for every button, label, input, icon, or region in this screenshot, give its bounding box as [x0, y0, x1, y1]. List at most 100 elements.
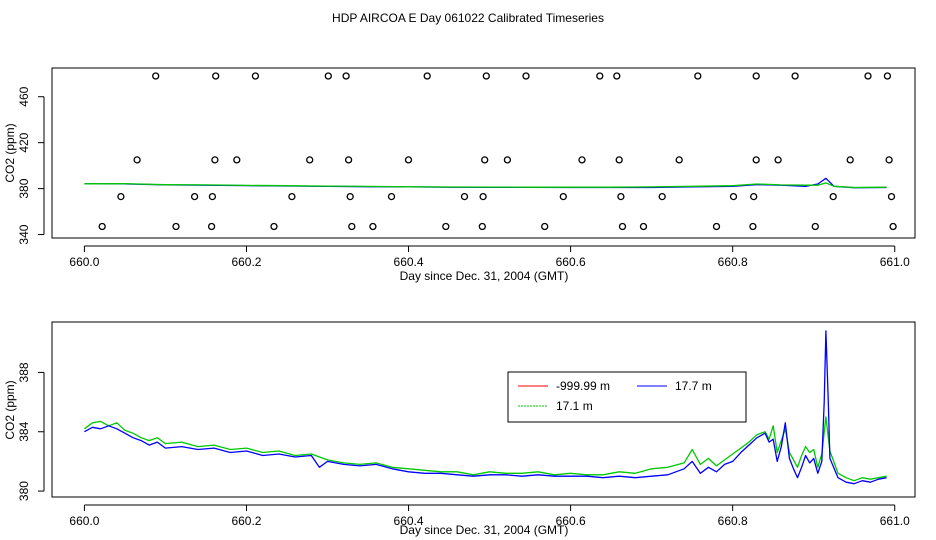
bottom-x-tick-label: 660.4 — [394, 514, 424, 528]
data-point — [152, 72, 160, 80]
figure-title: HDP AIRCOA E Day 061022 Calibrated Times… — [332, 11, 604, 25]
data-point — [541, 222, 549, 231]
data-point — [503, 156, 512, 164]
data-point — [694, 72, 702, 80]
data-point — [522, 72, 530, 80]
bottom-y-tick-label: 384 — [17, 421, 31, 441]
top-x-axis: 660.0 660.2 660.4 660.6 660.8 661.0 — [69, 245, 910, 269]
top-plot-frame — [51, 67, 916, 239]
data-point — [578, 156, 586, 164]
bottom-series-lines — [84, 330, 887, 485]
legend-label-green: 17.1 m — [556, 399, 593, 413]
data-point — [750, 192, 758, 201]
data-point — [846, 156, 854, 164]
legend-label-blue: 17.7 m — [675, 379, 712, 393]
data-point — [270, 222, 278, 231]
data-point — [481, 156, 489, 164]
bottom-y-axis: 380 384 388 — [17, 362, 45, 501]
data-point — [885, 156, 893, 164]
data-point — [658, 192, 666, 201]
data-point — [829, 192, 837, 201]
data-point — [729, 192, 738, 201]
top-series-lines — [84, 177, 887, 189]
bottom-x-axis-label: Day since Dec. 31, 2004 (GMT) — [400, 523, 569, 537]
data-point — [889, 222, 897, 231]
bottom-x-tick-label: 660.2 — [231, 514, 261, 528]
data-point — [442, 222, 450, 231]
data-point — [344, 156, 353, 164]
top-x-tick-label: 661.0 — [880, 255, 910, 269]
data-point — [117, 192, 125, 201]
data-point — [233, 156, 241, 164]
top-x-axis-label: Day since Dec. 31, 2004 (GMT) — [400, 269, 569, 283]
top-y-tick-label: 340 — [17, 224, 31, 244]
top-panel: 660.0 660.2 660.4 660.6 660.8 661.0 340 380 420… — [3, 67, 916, 283]
data-point — [675, 156, 683, 164]
data-point — [190, 192, 199, 201]
top-y-axis: 340 380 420 460 — [17, 86, 45, 245]
data-point — [133, 156, 141, 164]
top-series-line-2 — [84, 182, 887, 189]
top-x-tick-label: 660.4 — [394, 255, 424, 269]
legend-label-red: -999.99 m — [556, 379, 610, 393]
data-point — [387, 192, 396, 201]
bottom-series-line-1 — [84, 416, 887, 482]
data-point — [774, 156, 782, 164]
data-point — [208, 192, 217, 201]
data-point — [211, 156, 219, 164]
data-point — [212, 72, 220, 80]
data-point — [712, 222, 721, 231]
data-point — [752, 72, 760, 80]
top-scatter-points — [98, 72, 897, 231]
data-point — [207, 222, 216, 231]
data-point — [864, 72, 872, 80]
data-point — [423, 72, 431, 80]
data-point — [791, 72, 799, 80]
bottom-plot-frame — [51, 321, 916, 498]
data-point — [615, 156, 623, 164]
bottom-x-tick-label: 661.0 — [880, 514, 910, 528]
data-point — [348, 222, 356, 231]
bottom-series-line-2 — [84, 330, 887, 485]
top-series-line-1 — [84, 177, 887, 189]
data-point — [883, 72, 892, 80]
data-point — [251, 72, 260, 80]
data-point — [752, 156, 760, 164]
data-point — [478, 222, 486, 231]
data-point — [306, 156, 314, 164]
legend: -999.99 m 17.7 m 17.1 m — [507, 371, 747, 423]
data-point — [324, 72, 332, 80]
bottom-x-tick-label: 660.8 — [718, 514, 748, 528]
data-point — [98, 222, 106, 231]
top-y-tick-label: 460 — [17, 86, 31, 106]
data-point — [172, 222, 180, 231]
bottom-y-tick-label: 380 — [17, 481, 31, 501]
top-y-axis-label: CO2 (ppm) — [3, 123, 17, 182]
top-x-tick-label: 660.2 — [231, 255, 261, 269]
data-point — [288, 192, 296, 201]
bottom-y-axis-label: CO2 (ppm) — [3, 380, 17, 439]
top-x-tick-label: 660.0 — [69, 255, 99, 269]
data-point — [404, 156, 413, 164]
data-point — [369, 222, 377, 231]
data-point — [482, 72, 490, 80]
data-point — [479, 192, 487, 201]
data-point — [811, 222, 819, 231]
data-point — [617, 192, 625, 201]
top-x-tick-label: 660.8 — [718, 255, 748, 269]
top-y-tick-label: 420 — [17, 132, 31, 152]
data-point — [749, 222, 757, 231]
bottom-y-tick-label: 388 — [17, 362, 31, 382]
data-point — [460, 192, 469, 201]
legend-box — [507, 371, 747, 423]
bottom-panel: 660.0 660.2 660.4 660.6 660.8 661.0 380 384 388… — [3, 321, 916, 537]
top-x-tick-label: 660.6 — [556, 255, 586, 269]
bottom-x-axis: 660.0 660.2 660.4 660.6 660.8 661.0 — [69, 504, 910, 528]
data-point — [342, 72, 350, 80]
data-point — [559, 192, 567, 201]
bottom-x-tick-label: 660.0 — [69, 514, 99, 528]
data-point — [618, 222, 627, 231]
data-point — [887, 192, 896, 201]
data-point — [613, 72, 621, 80]
